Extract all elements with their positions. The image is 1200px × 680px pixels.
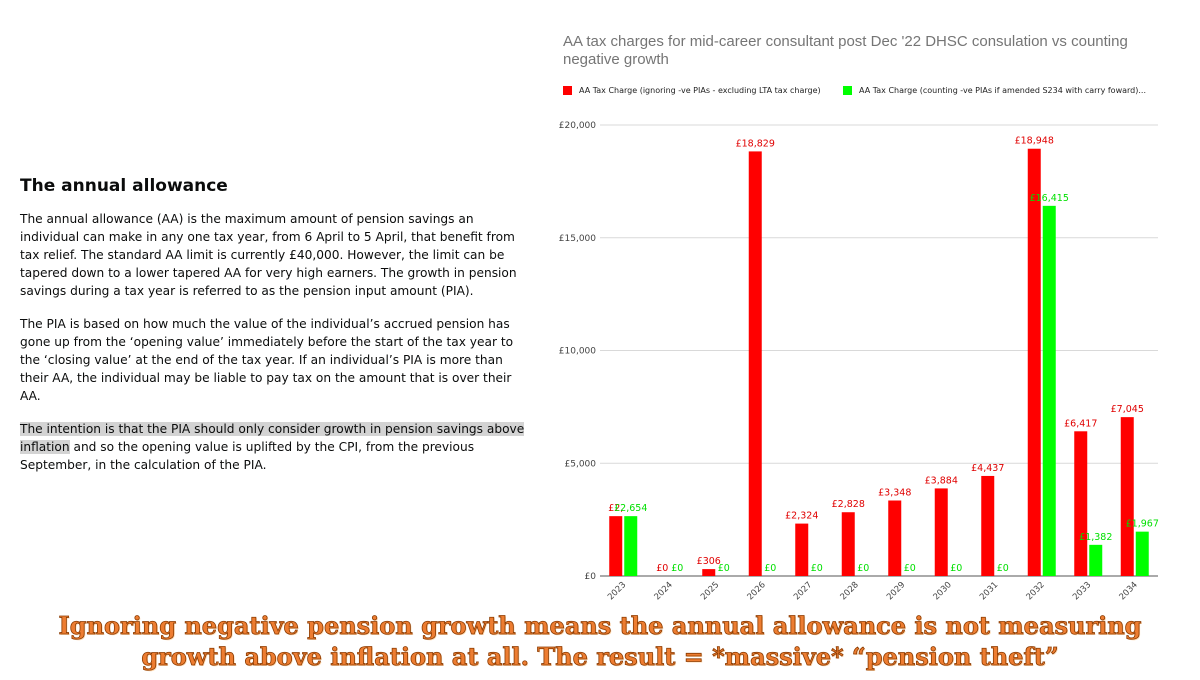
data-label-series-1: £18,829	[736, 138, 775, 149]
bar-series-1	[609, 516, 623, 576]
caption-line-2: growth above inflation at all. The resul…	[141, 642, 1059, 672]
data-label-series-2: £0	[997, 563, 1009, 574]
data-label-series-2: £16,415	[1030, 193, 1069, 204]
legend-swatch-series-2	[843, 86, 852, 95]
data-label-series-2: £0	[671, 563, 683, 574]
x-tick-label: 2032	[1024, 580, 1046, 602]
y-tick-label: £20,000	[559, 121, 596, 131]
x-tick-label: 2025	[699, 580, 721, 602]
y-tick-label: £10,000	[559, 347, 596, 357]
y-tick-label: £15,000	[559, 234, 596, 244]
bar-series-1	[748, 151, 762, 576]
bar-series-1	[795, 523, 809, 576]
data-label-series-1: £18,948	[1015, 136, 1054, 147]
data-label-series-1: £6,417	[1064, 418, 1097, 429]
data-label-series-1: £4,437	[971, 463, 1004, 474]
bar-series-1	[1074, 431, 1088, 576]
legend-label-series-1: AA Tax Charge (ignoring -ve PIAs - exclu…	[579, 86, 821, 95]
data-label-series-2: £2,654	[614, 503, 647, 514]
bar-series-1	[841, 512, 855, 576]
legend-swatch-series-1	[563, 86, 572, 95]
data-label-series-2: £0	[904, 563, 916, 574]
paragraph-inflation: The intention is that the PIA should onl…	[20, 420, 530, 474]
data-label-series-2: £0	[811, 563, 823, 574]
bar-series-1	[1027, 148, 1041, 576]
paragraph-pia: The PIA is based on how much the value o…	[20, 317, 514, 403]
document-panel: The annual allowance The annual allowanc…	[20, 176, 530, 489]
data-label-series-1: £306	[697, 556, 721, 567]
bar-series-2	[624, 516, 638, 576]
bar-series-1	[934, 488, 948, 576]
section-heading: The annual allowance	[20, 176, 228, 196]
paragraph-annual-allowance: The annual allowance (AA) is the maximum…	[20, 212, 517, 298]
x-tick-label: 2023	[606, 580, 628, 602]
y-tick-label: £5,000	[565, 459, 597, 469]
x-tick-label: 2030	[931, 580, 953, 602]
data-label-series-1: £3,348	[878, 488, 911, 499]
data-label-series-2: £0	[718, 563, 730, 574]
x-tick-label: 2024	[652, 580, 674, 602]
data-label-series-2: £1,382	[1079, 532, 1112, 543]
paragraph-inflation-rest: and so the opening value is uplifted by …	[20, 440, 475, 472]
data-label-series-1: £3,884	[925, 475, 958, 486]
bar-series-1	[888, 500, 902, 576]
data-label-series-1: £7,045	[1111, 404, 1144, 415]
caption: Ignoring negative pension growth means t…	[0, 610, 1200, 672]
bar-series-1	[702, 569, 716, 576]
x-tick-label: 2034	[1117, 580, 1139, 602]
data-label-series-2: £0	[764, 563, 776, 574]
x-tick-label: 2027	[792, 580, 814, 602]
legend-label-series-2: AA Tax Charge (counting -ve PIAs if amen…	[859, 86, 1146, 95]
caption-line-1: Ignoring negative pension growth means t…	[58, 611, 1142, 641]
bar-series-2	[1042, 205, 1056, 577]
legend-item-series-1: AA Tax Charge (ignoring -ve PIAs - exclu…	[563, 86, 821, 95]
chart-title: AA tax charges for mid-career consultant…	[563, 33, 1128, 68]
y-tick-label: £0	[585, 572, 597, 582]
data-label-series-1: £0	[656, 563, 668, 574]
bar-series-1	[1120, 417, 1134, 576]
data-label-series-1: £2,828	[832, 499, 865, 510]
x-tick-label: 2033	[1071, 580, 1093, 602]
data-label-series-2: £1,967	[1126, 519, 1159, 530]
bar-chart: £0 £5,000 £10,000 £15,000 £20,000 2023 £2,£2,6…	[559, 121, 1159, 602]
bar-series-2	[1089, 544, 1103, 576]
data-label-series-1: £2,	[608, 503, 623, 514]
data-label-series-2: £0	[857, 563, 869, 574]
x-tick-label: 2029	[885, 580, 907, 602]
x-tick-label: 2028	[838, 580, 860, 602]
data-label-series-2: £0	[950, 563, 962, 574]
legend-item-series-2: AA Tax Charge (counting -ve PIAs if amen…	[843, 86, 1146, 95]
bar-series-2	[1135, 531, 1149, 576]
x-tick-label: 2026	[745, 580, 767, 602]
bar-series-1	[981, 475, 995, 576]
x-tick-label: 2031	[978, 580, 1000, 602]
data-label-series-1: £2,324	[785, 511, 818, 522]
